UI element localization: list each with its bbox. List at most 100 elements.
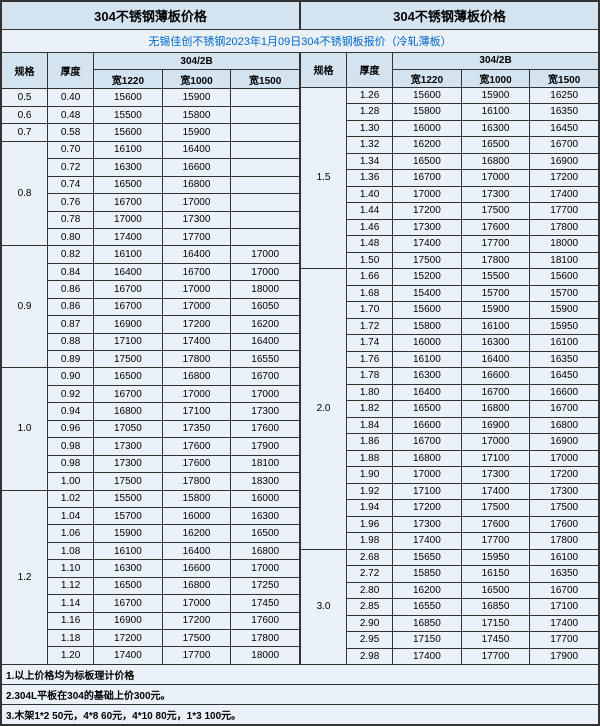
price-cell: 15800 [393, 104, 462, 121]
price-cell: 16100 [530, 335, 599, 352]
price-cell: 15900 [461, 87, 530, 104]
price-cell: 17200 [162, 612, 231, 629]
price-cell: 17800 [162, 351, 231, 368]
price-cell: 17150 [461, 615, 530, 632]
thick-cell: 2.72 [347, 566, 393, 583]
price-cell: 16300 [393, 368, 462, 385]
thick-cell: 1.82 [347, 401, 393, 418]
thick-cell: 1.02 [48, 490, 94, 507]
price-cell: 17600 [461, 219, 530, 236]
price-cell: 17200 [94, 630, 163, 647]
price-cell: 17000 [162, 595, 231, 612]
col-w1500: 宽1500 [231, 70, 300, 89]
price-cell: 15600 [94, 124, 163, 141]
price-cell: 17100 [530, 599, 599, 616]
price-cell: 17900 [530, 648, 599, 665]
price-cell: 16500 [461, 137, 530, 154]
price-cell: 15650 [393, 549, 462, 566]
price-cell: 17050 [94, 420, 163, 437]
price-cell: 17400 [162, 333, 231, 350]
price-cell: 17300 [461, 186, 530, 203]
price-cell: 15500 [94, 106, 163, 123]
thick-cell: 0.98 [48, 455, 94, 472]
thick-cell: 1.68 [347, 285, 393, 302]
price-cell: 17300 [162, 211, 231, 228]
table-row: 0.50.401560015900 [2, 89, 300, 106]
price-cell: 16600 [162, 560, 231, 577]
price-cell: 16000 [393, 120, 462, 137]
col-spec: 规格 [301, 53, 347, 88]
price-cell: 15900 [530, 302, 599, 319]
price-cell: 16700 [162, 263, 231, 280]
price-cell: 16900 [94, 612, 163, 629]
price-cell: 16500 [231, 525, 300, 542]
thick-cell: 0.78 [48, 211, 94, 228]
spec-cell: 2.0 [301, 269, 347, 550]
thick-cell: 0.94 [48, 403, 94, 420]
price-cell: 15600 [393, 87, 462, 104]
price-cell: 17000 [231, 385, 300, 402]
price-cell: 16600 [461, 368, 530, 385]
price-cell: 16900 [94, 316, 163, 333]
thick-cell: 0.70 [48, 141, 94, 158]
price-cell: 17600 [530, 516, 599, 533]
price-cell: 16450 [530, 120, 599, 137]
price-cell: 17700 [162, 647, 231, 665]
thick-cell: 2.95 [347, 632, 393, 649]
price-cell: 16500 [94, 176, 163, 193]
price-cell: 17300 [393, 516, 462, 533]
price-cell: 17000 [393, 186, 462, 203]
price-cell: 16500 [393, 401, 462, 418]
thick-cell: 2.80 [347, 582, 393, 599]
col-grade: 304/2B [94, 53, 300, 70]
price-cell: 15400 [393, 285, 462, 302]
price-cell: 16100 [94, 141, 163, 158]
price-cell: 17500 [461, 203, 530, 220]
price-cell: 17000 [162, 298, 231, 315]
price-cell: 17300 [94, 455, 163, 472]
price-cell: 15500 [461, 269, 530, 286]
price-cell: 17200 [162, 316, 231, 333]
table-row: 1.00.90165001680016700 [2, 368, 300, 385]
price-cell: 17700 [461, 236, 530, 253]
price-cell: 17450 [461, 632, 530, 649]
thick-cell: 1.30 [347, 120, 393, 137]
thick-cell: 1.70 [347, 302, 393, 319]
thick-cell: 1.14 [48, 595, 94, 612]
price-cell: 17000 [231, 263, 300, 280]
price-cell: 15200 [393, 269, 462, 286]
price-cell: 17200 [530, 170, 599, 187]
price-cell: 16700 [393, 434, 462, 451]
thick-cell: 0.90 [48, 368, 94, 385]
thick-cell: 1.74 [347, 335, 393, 352]
price-cell: 15600 [393, 302, 462, 319]
price-cell: 16700 [530, 137, 599, 154]
price-cell: 16700 [530, 401, 599, 418]
thick-cell: 1.98 [347, 533, 393, 550]
price-cell: 17500 [162, 630, 231, 647]
price-cell: 16800 [162, 577, 231, 594]
price-cell: 16400 [393, 384, 462, 401]
thick-cell: 1.48 [347, 236, 393, 253]
price-cell: 16800 [231, 542, 300, 559]
price-cell: 16850 [393, 615, 462, 632]
price-cell: 17000 [162, 281, 231, 298]
thick-cell: 2.98 [347, 648, 393, 665]
price-cell: 17400 [393, 648, 462, 665]
price-cell: 17400 [461, 483, 530, 500]
thick-cell: 0.58 [48, 124, 94, 141]
price-cell: 16900 [530, 434, 599, 451]
thick-cell: 0.89 [48, 351, 94, 368]
right-price-table: 规格厚度304/2B宽1220宽1000宽15001.51.2615600159… [300, 52, 599, 665]
thick-cell: 2.68 [347, 549, 393, 566]
price-cell: 16250 [530, 87, 599, 104]
thick-cell: 0.92 [48, 385, 94, 402]
price-cell: 17000 [162, 194, 231, 211]
note-3: 3.木架1*2 50元，4*8 60元，4*10 80元，1*3 100元。 [2, 705, 598, 724]
thick-cell: 0.86 [48, 281, 94, 298]
price-cell: 17100 [461, 450, 530, 467]
col-w1000: 宽1000 [162, 70, 231, 89]
price-cell: 17150 [393, 632, 462, 649]
price-cell: 15700 [530, 285, 599, 302]
thick-cell: 0.40 [48, 89, 94, 106]
